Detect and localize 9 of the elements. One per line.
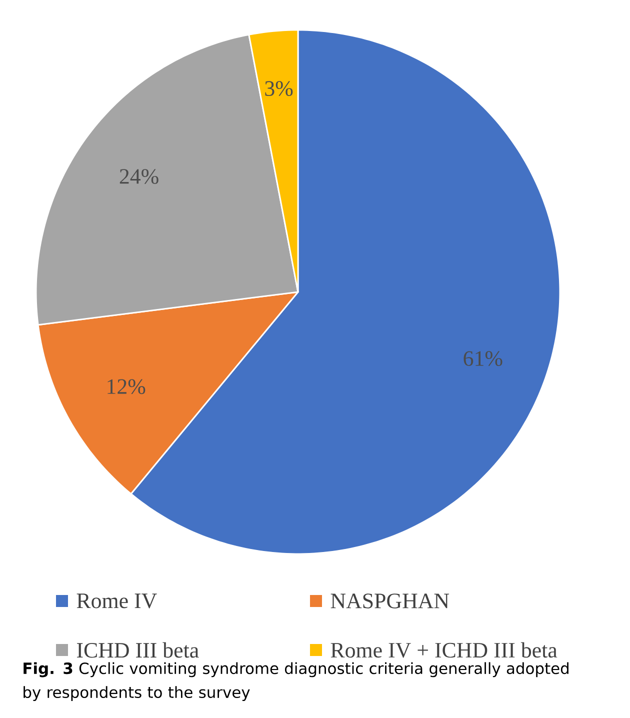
data-label: 61% [464, 351, 502, 366]
legend-label: ICHD III beta [76, 642, 199, 658]
legend-label: NASPGHAN [330, 594, 450, 608]
data-label: 24% [120, 169, 158, 184]
data-label: 3% [265, 81, 293, 96]
legend-label: Rome IV + ICHD III beta [330, 642, 558, 658]
legend-label: Rome IV [76, 594, 157, 608]
text: Fig. 3 Cyclic vomiting syndrome diagnostic criteria generally adopted by respondents to the survey [24, 662, 568, 702]
data-label: 12% [108, 379, 146, 394]
